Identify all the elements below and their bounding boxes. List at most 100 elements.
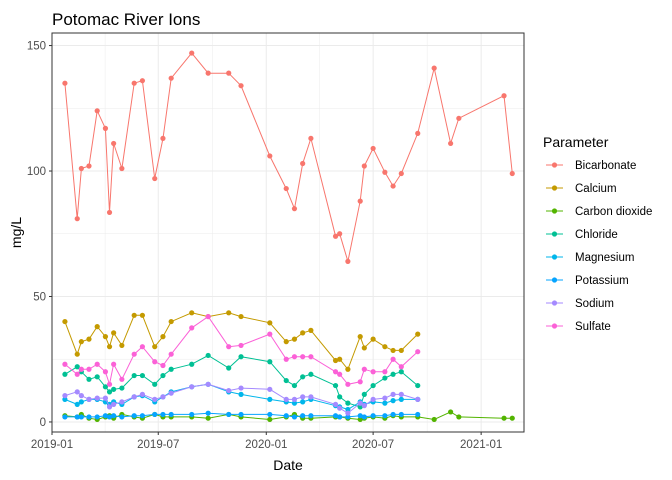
data-point-magnesium [238,391,244,397]
data-point-bicarbonate [205,70,211,76]
x-tick-label: 2019-01 [31,439,73,451]
data-point-sulfate [308,354,314,360]
data-point-calcium [94,324,100,330]
y-tick-label: 0 [40,417,46,429]
data-point-potassium [361,414,367,420]
data-point-sodium [267,386,273,392]
data-point-chloride [106,389,113,395]
legend-label: Potassium [575,275,629,287]
data-point-potassium [160,411,166,418]
data-point-chloride [226,365,232,371]
data-point-sodium [152,396,158,402]
data-point-chloride [337,394,343,400]
data-point-chloride [86,376,92,382]
data-point-sulfate [94,361,100,367]
data-point-potassium [139,413,146,419]
data-point-bicarbonate [189,50,195,56]
data-point-bicarbonate [168,75,174,81]
data-point-carbon-dioxide [357,416,363,423]
data-point-sulfate [189,325,195,331]
data-point-calcium [74,351,80,357]
data-point-calcium [345,366,351,372]
data-point-potassium [86,414,92,420]
data-point-calcium [106,344,113,350]
legend-label: Sodium [575,298,614,310]
data-point-sulfate [152,359,158,365]
data-point-chloride [308,371,314,377]
data-point-calcium [62,318,68,325]
x-tick-label: 2021-01 [460,439,502,451]
plot-border [51,32,525,433]
data-point-bicarbonate [102,125,109,131]
data-point-carbon-dioxide [456,414,462,420]
data-point-potassium [357,413,363,419]
data-point-potassium [131,413,137,419]
data-point-chloride [152,381,158,387]
data-point-potassium [398,411,404,418]
data-point-bicarbonate [131,80,137,86]
data-point-calcium [119,342,125,349]
data-point-chloride [111,386,117,392]
data-point-bicarbonate [267,153,273,159]
data-point-carbon-dioxide [448,409,454,415]
data-point-calcium [283,339,289,345]
data-point-sulfate [300,354,306,360]
data-point-sulfate [205,313,211,320]
data-point-sulfate [102,369,109,375]
data-point-calcium [370,336,376,342]
data-point-sulfate [119,376,125,382]
x-tick-label: 2019-07 [137,439,179,451]
data-point-sodium [332,401,339,407]
data-point-calcium [238,313,244,320]
data-point-potassium [390,411,396,418]
data-point-chloride [205,352,211,359]
legend-key-point [551,254,558,260]
data-point-carbon-dioxide [205,415,211,421]
data-point-bicarbonate [283,185,289,192]
data-point-chloride [382,375,388,381]
data-point-sulfate [345,381,351,387]
data-point-magnesium [62,396,68,402]
legend-item-sodium: Sodium [546,298,614,310]
data-point-sodium [111,401,117,407]
data-point-sodium [283,396,289,402]
data-point-bicarbonate [390,183,396,189]
data-point-sulfate [267,331,273,337]
data-point-potassium [189,411,195,418]
data-point-bicarbonate [337,231,343,237]
data-point-sulfate [370,369,376,375]
data-point-bicarbonate [86,163,92,169]
data-point-magnesium [300,399,306,405]
data-point-sodium [361,403,367,409]
legend-key-point [551,185,558,191]
data-point-calcium [291,336,298,342]
data-point-carbon-dioxide [501,415,507,421]
data-point-calcium [398,347,404,354]
data-point-bicarbonate [456,115,462,121]
data-point-sodium [291,396,298,402]
data-point-calcium [168,318,174,325]
legend-item-chloride: Chloride [546,229,618,241]
data-point-sodium [390,391,396,397]
data-point-chloride [131,372,137,379]
data-point-sulfate [78,366,84,372]
data-point-potassium [152,411,158,418]
data-point-bicarbonate [415,130,421,136]
data-point-chloride [238,354,244,360]
data-point-calcium [390,347,396,354]
data-point-bicarbonate [152,175,158,182]
legend-item-carbon-dioxide: Carbon dioxide [546,206,652,218]
data-point-potassium [337,414,343,420]
data-point-sodium [139,391,146,397]
data-point-carbon-dioxide [431,416,437,423]
data-point-calcium [152,344,158,350]
data-point-calcium [226,310,232,316]
data-point-sodium [300,394,306,400]
data-point-sulfate [160,362,166,369]
series-layer [62,50,515,423]
series-calcium [62,310,421,372]
data-point-sulfate [139,344,146,350]
data-point-calcium [102,334,109,340]
data-point-chloride [370,382,376,389]
legend-label: Carbon dioxide [575,206,652,218]
